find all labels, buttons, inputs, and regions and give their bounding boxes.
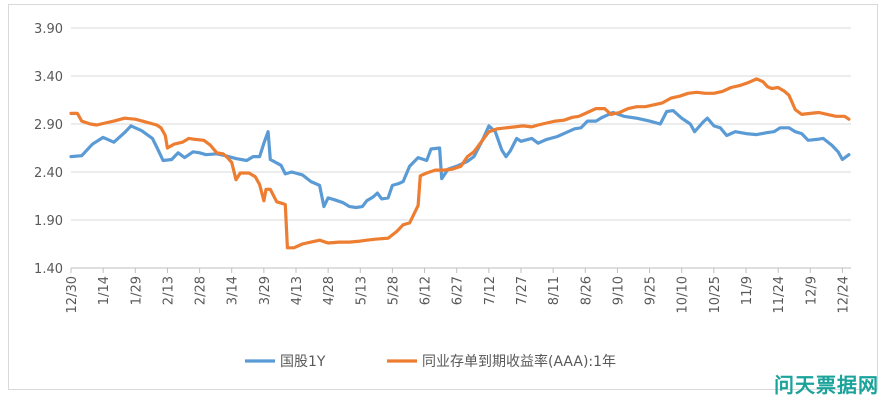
watermark-logo: 问天票据网 <box>774 373 879 397</box>
x-tick-label: 11/9 <box>740 276 755 305</box>
legend-label: 国股1Y <box>280 354 326 370</box>
x-tick-label: 8/26 <box>579 276 594 305</box>
x-tick-label: 1/14 <box>97 276 112 305</box>
x-axis-labels: 12/30 1/14 1/29 2/13 2/28 3/14 3/29 4/13 4/28 5/1… <box>65 276 851 313</box>
y-axis-labels: 1.40 1.90 2.40 2.90 3.40 3.90 <box>34 22 63 277</box>
x-tick-label: 12/24 <box>836 276 851 313</box>
x-tick-label: 10/10 <box>676 276 691 313</box>
x-tick-label: 12/9 <box>804 276 819 305</box>
y-tick-label: 1.40 <box>34 262 63 277</box>
x-tick-label: 7/12 <box>483 276 498 305</box>
chart-frame: 1.40 1.90 2.40 2.90 3.40 3.90 12/30 1/14 1/29 2/… <box>8 4 878 390</box>
x-tick-label: 3/14 <box>226 276 241 305</box>
y-tick-label: 2.90 <box>34 118 63 133</box>
x-tick-label: 7/27 <box>515 276 530 305</box>
y-tick-label: 3.90 <box>34 22 63 37</box>
y-tick-label: 1.90 <box>34 214 63 229</box>
x-tick-label: 4/13 <box>290 276 305 305</box>
x-tick-label: 4/28 <box>322 276 337 305</box>
x-tick-label: 3/29 <box>258 276 273 305</box>
x-tick-label: 11/24 <box>772 276 787 313</box>
x-tick-label: 5/28 <box>386 276 401 305</box>
gridlines <box>71 27 851 269</box>
x-tick-label: 6/27 <box>451 276 466 305</box>
x-tick-label: 2/13 <box>161 276 176 305</box>
x-axis <box>70 267 851 273</box>
x-tick-label: 9/25 <box>644 276 659 305</box>
x-tick-label: 9/10 <box>611 276 626 305</box>
series-line-1 <box>69 77 851 250</box>
series-line-0 <box>69 109 851 210</box>
y-tick-label: 3.40 <box>34 70 63 85</box>
legend-label: 同业存单到期收益率(AAA):1年 <box>422 353 616 370</box>
x-tick-label: 2/28 <box>194 276 209 305</box>
legend: 国股1Y 同业存单到期收益率(AAA):1年 <box>245 353 616 370</box>
y-tick-label: 2.40 <box>34 166 63 181</box>
x-tick-label: 1/29 <box>129 276 144 305</box>
series-lines <box>69 77 851 250</box>
x-tick-label: 8/11 <box>547 276 562 305</box>
line-chart: 1.40 1.90 2.40 2.90 3.40 3.90 12/30 1/14 1/29 2/… <box>34 22 851 370</box>
x-tick-label: 6/12 <box>419 276 434 305</box>
x-tick-label: 5/13 <box>354 276 369 305</box>
x-tick-label: 10/25 <box>708 276 723 313</box>
x-tick-label: 12/30 <box>65 276 80 313</box>
